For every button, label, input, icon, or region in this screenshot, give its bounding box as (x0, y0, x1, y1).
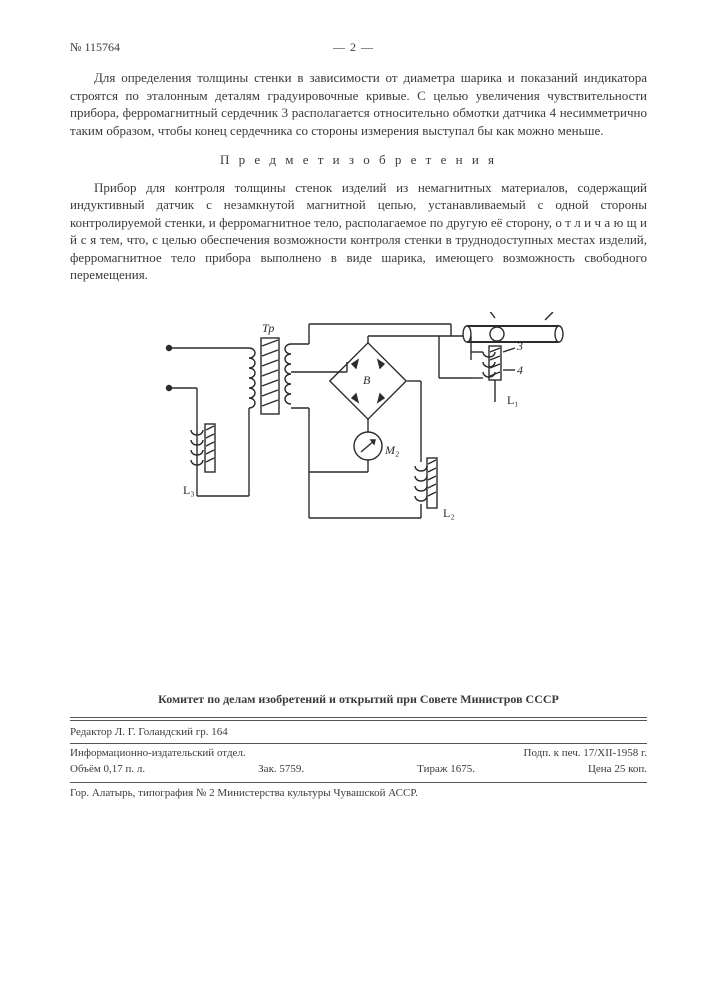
sensor-assembly: 1 2 3 (439, 312, 563, 407)
label-l3: L₃ (183, 483, 195, 497)
inductor-l3: L₃ (183, 422, 215, 497)
bridge-rectifier: В (327, 336, 439, 432)
order: Зак. 5759. (258, 762, 304, 778)
price: Цена 25 коп. (588, 762, 647, 778)
press-line: Гор. Алатырь, типография № 2 Министерств… (70, 787, 647, 799)
tirazh: Тираж 1675. (417, 762, 475, 778)
section-heading: П р е д м е т и з о б р е т е н и я (70, 151, 647, 169)
label-l2: L₂ (443, 506, 455, 520)
label-tr: Тр (262, 321, 274, 335)
label-2: 2 (555, 312, 561, 313)
terminal-top (166, 346, 171, 351)
header-spacer (587, 40, 647, 55)
label-b: В (363, 373, 371, 387)
terminal-bottom (166, 386, 171, 391)
paragraph-1: Для определения толщины стенки в зависим… (70, 69, 647, 139)
inductor-l2: L₂ (309, 458, 455, 520)
transformer: Тр (249, 321, 291, 414)
schematic-svg: L₃ Тр (149, 312, 569, 572)
page-header: № 115764 — 2 — (70, 40, 647, 55)
label-3: 3 (516, 339, 523, 353)
dept: Информационно-издательский отдел. (70, 746, 246, 762)
committee-line: Комитет по делам изобретений и открытий … (70, 692, 647, 707)
rule-top (70, 717, 647, 718)
label-l1: L₁ (507, 393, 519, 407)
claim-paragraph: Прибор для контроля толщины стенок издел… (70, 179, 647, 284)
meta-row-1: Информационно-издательский отдел. Подп. … (70, 746, 647, 762)
label-m2: М₂ (384, 443, 399, 457)
volume: Объём 0,17 п. л. (70, 762, 145, 778)
rule-mid (70, 743, 647, 744)
doc-number: № 115764 (70, 40, 120, 55)
meter-m2: М₂ (354, 432, 399, 460)
page: № 115764 — 2 — Для определения толщины с… (0, 0, 707, 1000)
circuit-diagram: L₃ Тр (70, 312, 647, 572)
meta-row-2: Объём 0,17 п. л. Зак. 5759. Тираж 1675. … (70, 762, 647, 778)
editor-line: Редактор Л. Г. Голандский гр. 164 (70, 725, 647, 741)
label-4: 4 (517, 363, 523, 377)
colophon-block: Редактор Л. Г. Голандский гр. 164 Информ… (70, 720, 647, 783)
signed: Подп. к печ. 17/XII-1958 г. (524, 746, 648, 762)
page-number: — 2 — (333, 40, 374, 55)
body-text-block: Для определения толщины стенки в зависим… (70, 69, 647, 284)
